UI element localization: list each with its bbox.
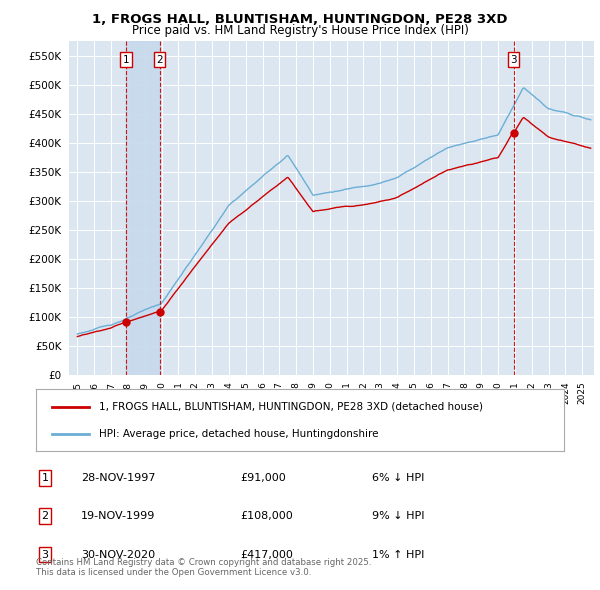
Text: Price paid vs. HM Land Registry's House Price Index (HPI): Price paid vs. HM Land Registry's House …: [131, 24, 469, 37]
Text: 28-NOV-1997: 28-NOV-1997: [81, 473, 155, 483]
Text: 2: 2: [156, 55, 163, 65]
Text: 1: 1: [41, 473, 49, 483]
Text: 2: 2: [41, 512, 49, 521]
Text: 1, FROGS HALL, BLUNTISHAM, HUNTINGDON, PE28 3XD (detached house): 1, FROGS HALL, BLUNTISHAM, HUNTINGDON, P…: [100, 402, 484, 412]
Text: £417,000: £417,000: [240, 550, 293, 559]
Text: 19-NOV-1999: 19-NOV-1999: [81, 512, 155, 521]
Text: £91,000: £91,000: [240, 473, 286, 483]
Text: 9% ↓ HPI: 9% ↓ HPI: [372, 512, 425, 521]
Text: 1, FROGS HALL, BLUNTISHAM, HUNTINGDON, PE28 3XD: 1, FROGS HALL, BLUNTISHAM, HUNTINGDON, P…: [92, 13, 508, 26]
Bar: [127, 41, 160, 375]
Text: 1: 1: [123, 55, 130, 65]
Text: 30-NOV-2020: 30-NOV-2020: [81, 550, 155, 559]
Text: 1% ↑ HPI: 1% ↑ HPI: [372, 550, 424, 559]
Text: 3: 3: [510, 55, 517, 65]
Text: 6% ↓ HPI: 6% ↓ HPI: [372, 473, 424, 483]
Text: £108,000: £108,000: [240, 512, 293, 521]
Text: HPI: Average price, detached house, Huntingdonshire: HPI: Average price, detached house, Hunt…: [100, 429, 379, 439]
Text: Contains HM Land Registry data © Crown copyright and database right 2025.
This d: Contains HM Land Registry data © Crown c…: [36, 558, 371, 577]
Text: 3: 3: [41, 550, 49, 559]
